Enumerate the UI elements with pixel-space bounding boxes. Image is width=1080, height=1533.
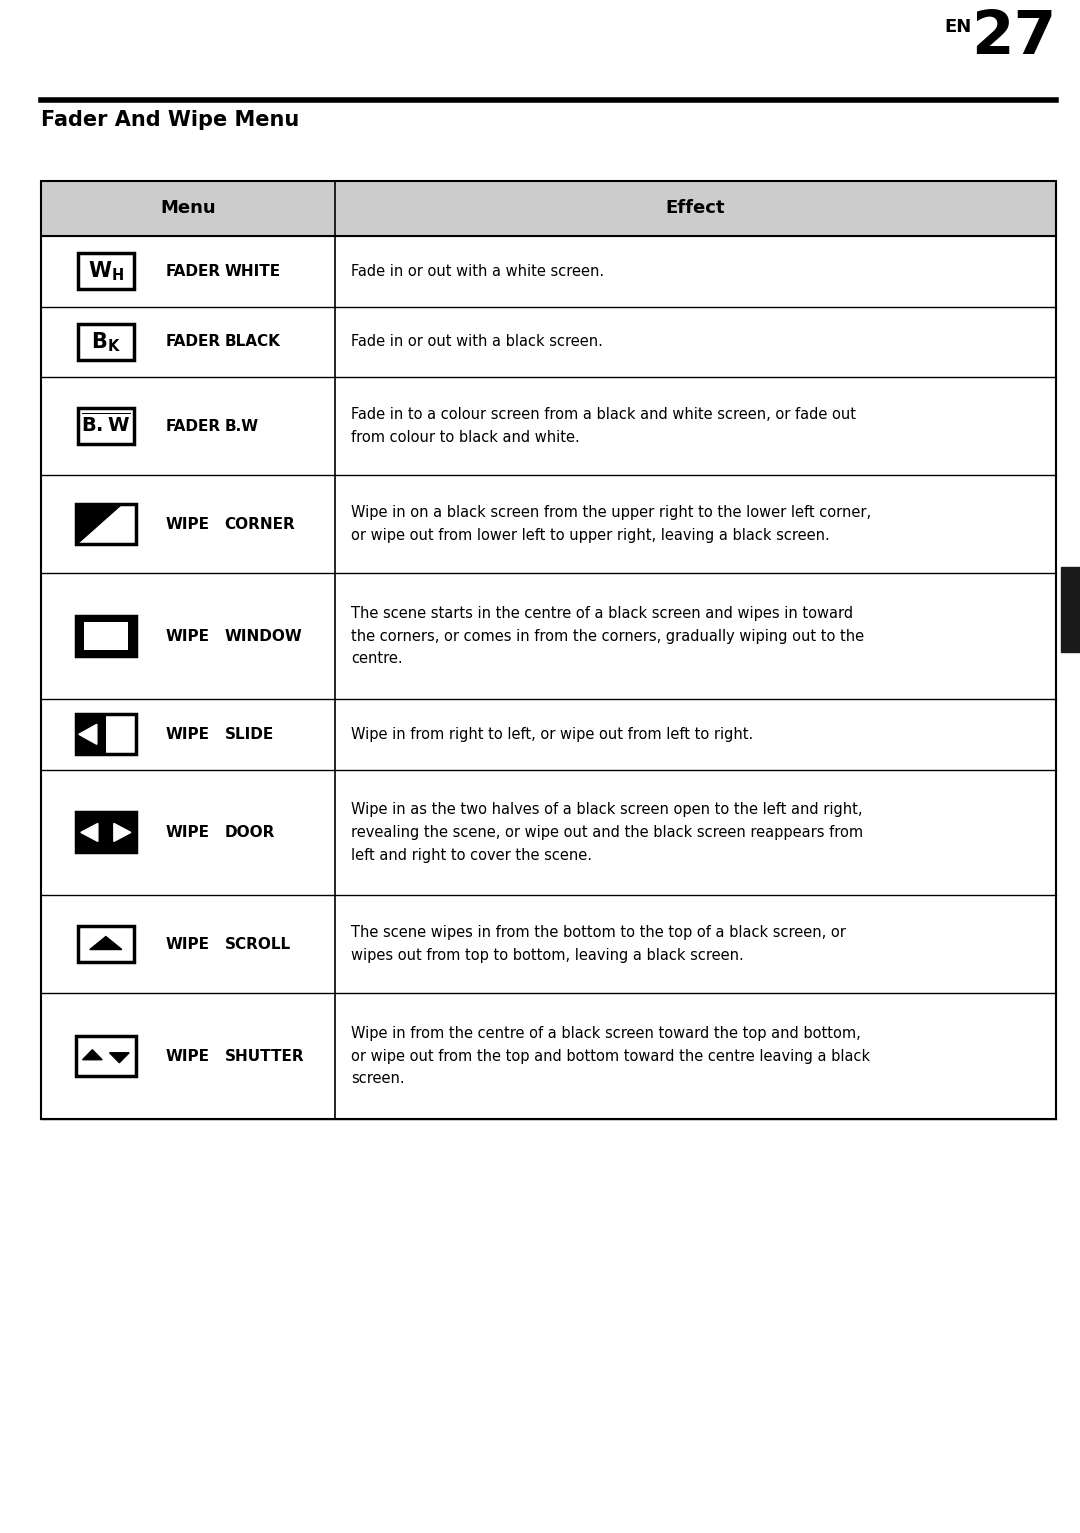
Polygon shape <box>90 937 122 949</box>
Text: Wipe in from right to left, or wipe out from left to right.: Wipe in from right to left, or wipe out … <box>351 727 753 742</box>
Text: Wipe in from the centre of a black screen toward the top and bottom,: Wipe in from the centre of a black scree… <box>351 1026 861 1041</box>
Bar <box>76 714 106 754</box>
Text: B.W: B.W <box>225 419 259 434</box>
Text: centre.: centre. <box>351 652 403 667</box>
Text: WIPE: WIPE <box>165 629 210 644</box>
Polygon shape <box>109 1053 130 1062</box>
Text: or wipe out from the top and bottom toward the centre leaving a black: or wipe out from the top and bottom towa… <box>351 1049 870 1064</box>
Bar <box>76 616 136 656</box>
Bar <box>84 622 127 650</box>
Text: $\mathbf{\overline{B.W}}$: $\mathbf{\overline{B.W}}$ <box>81 412 131 435</box>
Bar <box>78 926 134 963</box>
Text: the corners, or comes in from the corners, gradually wiping out to the: the corners, or comes in from the corner… <box>351 629 864 644</box>
Text: revealing the scene, or wipe out and the black screen reappears from: revealing the scene, or wipe out and the… <box>351 825 863 840</box>
Polygon shape <box>81 823 98 842</box>
Text: $\mathbf{B}_\mathbf{K}$: $\mathbf{B}_\mathbf{K}$ <box>91 330 121 354</box>
Polygon shape <box>79 724 97 745</box>
Text: WHITE: WHITE <box>225 264 281 279</box>
Bar <box>41 181 1056 1119</box>
Text: Menu: Menu <box>160 199 216 218</box>
Text: Fader And Wipe Menu: Fader And Wipe Menu <box>41 110 299 130</box>
Text: WIPE: WIPE <box>165 727 210 742</box>
Text: Wipe in on a black screen from the upper right to the lower left corner,: Wipe in on a black screen from the upper… <box>351 506 872 520</box>
Bar <box>76 812 106 852</box>
Text: wipes out from top to bottom, leaving a black screen.: wipes out from top to bottom, leaving a … <box>351 949 744 963</box>
Text: SCROLL: SCROLL <box>225 937 291 952</box>
Text: EN: EN <box>945 18 972 37</box>
Bar <box>76 1036 136 1076</box>
Bar <box>41 181 1056 236</box>
Text: Fade in or out with a black screen.: Fade in or out with a black screen. <box>351 334 603 350</box>
Polygon shape <box>76 504 121 544</box>
Text: $\mathbf{W}_\mathbf{H}$: $\mathbf{W}_\mathbf{H}$ <box>87 259 124 284</box>
Text: FADER: FADER <box>165 334 220 350</box>
Text: screen.: screen. <box>351 1072 405 1087</box>
Text: The scene starts in the centre of a black screen and wipes in toward: The scene starts in the centre of a blac… <box>351 606 853 621</box>
Text: CORNER: CORNER <box>225 517 296 532</box>
Polygon shape <box>82 1050 103 1059</box>
Bar <box>106 812 136 852</box>
Bar <box>78 323 134 360</box>
Text: WINDOW: WINDOW <box>225 629 302 644</box>
Text: SLIDE: SLIDE <box>225 727 274 742</box>
Text: WIPE: WIPE <box>165 825 210 840</box>
Polygon shape <box>113 823 131 842</box>
Text: WIPE: WIPE <box>165 937 210 952</box>
Text: left and right to cover the scene.: left and right to cover the scene. <box>351 848 592 863</box>
Text: SHUTTER: SHUTTER <box>225 1049 305 1064</box>
Text: 27: 27 <box>971 8 1056 66</box>
Bar <box>78 408 134 445</box>
Bar <box>76 504 136 544</box>
Bar <box>78 253 134 290</box>
Text: WIPE: WIPE <box>165 517 210 532</box>
Bar <box>76 812 136 852</box>
Text: WIPE: WIPE <box>165 1049 210 1064</box>
Bar <box>1061 567 1080 652</box>
Text: FADER: FADER <box>165 264 220 279</box>
Text: DOOR: DOOR <box>225 825 275 840</box>
Text: BLACK: BLACK <box>225 334 281 350</box>
Text: Fade in to a colour screen from a black and white screen, or fade out: Fade in to a colour screen from a black … <box>351 408 856 422</box>
Text: or wipe out from lower left to upper right, leaving a black screen.: or wipe out from lower left to upper rig… <box>351 529 829 543</box>
Text: Effect: Effect <box>665 199 726 218</box>
Text: The scene wipes in from the bottom to the top of a black screen, or: The scene wipes in from the bottom to th… <box>351 926 846 940</box>
Text: FADER: FADER <box>165 419 220 434</box>
Text: Wipe in as the two halves of a black screen open to the left and right,: Wipe in as the two halves of a black scr… <box>351 802 863 817</box>
Bar <box>76 714 136 754</box>
Text: Fade in or out with a white screen.: Fade in or out with a white screen. <box>351 264 604 279</box>
Text: from colour to black and white.: from colour to black and white. <box>351 431 580 445</box>
